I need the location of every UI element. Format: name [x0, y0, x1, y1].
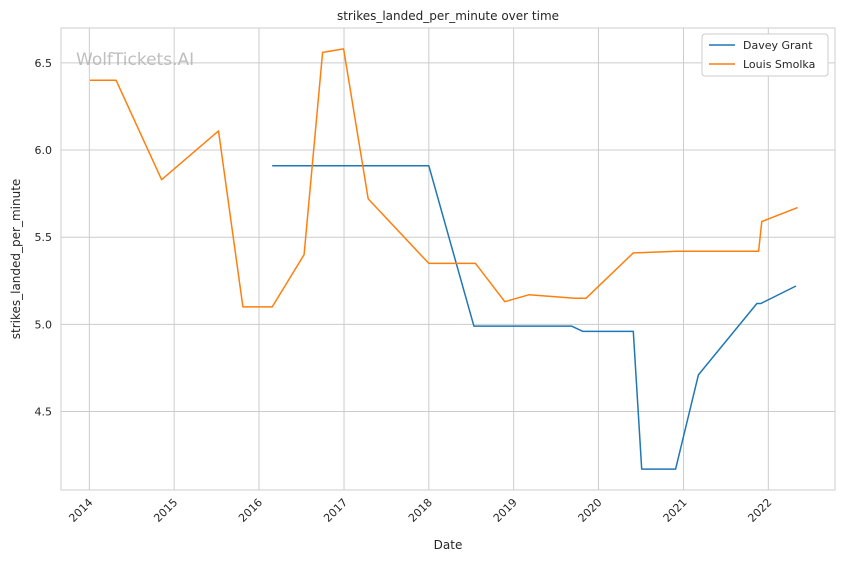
x-axis-title: Date [434, 538, 463, 552]
x-tick-label-2017: 2017 [321, 496, 350, 525]
x-tick-label-2018: 2018 [406, 496, 435, 525]
y-tick-label-6.0: 6.0 [35, 144, 53, 157]
series-line-louis-smolka [90, 48, 798, 308]
x-tick-label-2015: 2015 [151, 496, 180, 525]
plot-background [60, 27, 836, 491]
x-tick-label-2022: 2022 [745, 496, 774, 525]
chart-title: strikes_landed_per_minute over time [337, 9, 559, 23]
legend-label-louis-smolka: Louis Smolka [743, 58, 815, 71]
legend: Davey Grant Louis Smolka [701, 33, 829, 77]
legend-label-davey-grant: Davey Grant [743, 39, 813, 52]
x-axis-ticks: 2014 2015 2016 2017 2018 2019 2020 2021 2022 [66, 496, 774, 525]
y-tick-label-5.0: 5.0 [35, 318, 53, 331]
x-tick-label-2014: 2014 [66, 496, 95, 525]
y-tick-label-6.5: 6.5 [35, 57, 53, 70]
y-axis-ticks: 4.5 5.0 5.5 6.0 6.5 [35, 57, 53, 419]
y-tick-label-4.5: 4.5 [35, 406, 53, 419]
series-layer [90, 48, 798, 470]
x-tick-label-2019: 2019 [491, 496, 520, 525]
y-tick-label-5.5: 5.5 [35, 231, 53, 244]
y-axis-title: strikes_landed_per_minute [9, 179, 23, 340]
series-line-davey-grant [272, 164, 797, 470]
x-tick-label-2020: 2020 [576, 496, 605, 525]
watermark: WolfTickets.AI [76, 50, 194, 70]
x-tick-label-2016: 2016 [236, 496, 265, 525]
x-tick-label-2021: 2021 [661, 496, 690, 525]
